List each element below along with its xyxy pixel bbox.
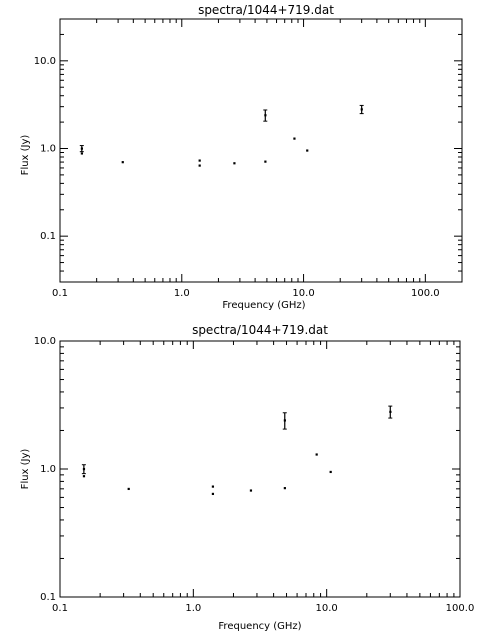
y-tick-label: 0.1: [40, 231, 56, 242]
data-point: [360, 108, 363, 111]
chart-top: spectra/1044+719.dat Frequency (GHz) Flu…: [20, 3, 463, 311]
y-tick-label: 0.1: [40, 592, 56, 603]
y-axis-label: Flux (Jy): [20, 449, 31, 490]
data-point: [283, 419, 286, 422]
x-tick-label: 100.0: [411, 288, 440, 299]
data-point: [80, 147, 83, 150]
x-tick-label: 10.0: [292, 288, 314, 299]
data-point: [198, 164, 201, 167]
y-tick-label: 10.0: [34, 336, 56, 347]
data-point: [80, 152, 83, 155]
y-tick-label: 1.0: [40, 464, 56, 475]
data-point: [82, 475, 86, 478]
x-tick-label: 0.1: [52, 288, 68, 299]
data-point: [306, 149, 309, 152]
data-point: [211, 485, 215, 488]
x-axis-label: Frequency (GHz): [222, 300, 305, 311]
data-point: [293, 137, 296, 140]
data-point: [329, 470, 332, 474]
data-point: [389, 410, 392, 413]
data-point: [82, 468, 86, 471]
plot-frame: [59, 340, 461, 598]
x-tick-label: 10.0: [316, 603, 338, 614]
x-tick-label: 0.1: [52, 603, 68, 614]
chart-title: spectra/1044+719.dat: [192, 323, 328, 337]
data-point: [198, 159, 201, 162]
data-point: [211, 492, 215, 496]
x-tick-label: 100.0: [446, 603, 475, 614]
chart-bottom: spectra/1044+719.dat Frequency (GHz) Flu…: [20, 323, 474, 632]
data-point: [264, 114, 267, 117]
plot-frame: [59, 18, 463, 283]
data-point: [249, 489, 253, 492]
data-point: [315, 453, 318, 456]
chart-title: spectra/1044+719.dat: [198, 3, 334, 17]
data-point: [264, 160, 267, 163]
x-axis-label: Frequency (GHz): [218, 621, 301, 632]
y-axis-label: Flux (Jy): [20, 135, 31, 176]
data-point: [127, 487, 130, 491]
data-point: [283, 487, 286, 490]
data-point: [121, 161, 124, 164]
y-tick-label: 10.0: [34, 56, 56, 67]
x-tick-label: 1.0: [174, 288, 190, 299]
data-point: [233, 162, 236, 165]
x-tick-label: 1.0: [185, 603, 201, 614]
y-tick-label: 1.0: [40, 143, 56, 154]
